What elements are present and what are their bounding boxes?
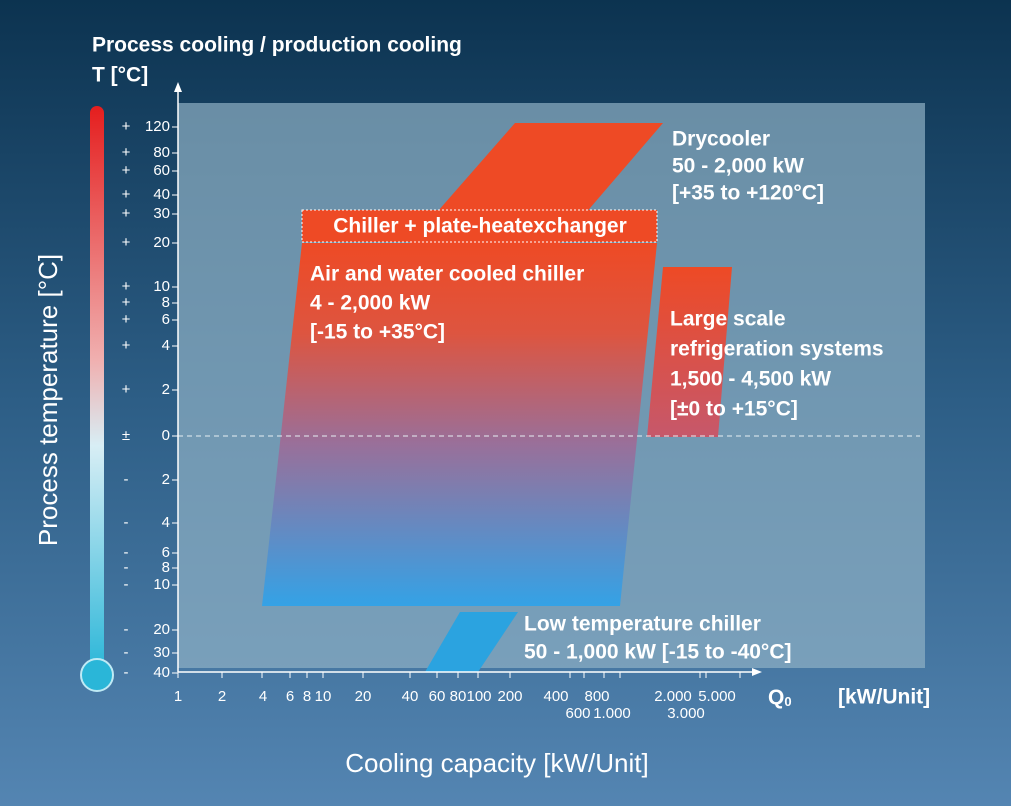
y-tick-sign: - — [124, 514, 129, 531]
chiller-label: Air and water cooled chiller — [310, 263, 584, 286]
y-tick-sign: + — [122, 118, 131, 135]
x-tick-label: 6 — [286, 688, 294, 705]
drycooler-label: 50 - 2,000 kW — [672, 155, 804, 178]
q-sub: 0 — [784, 694, 791, 709]
large-label: [±0 to +15°C] — [670, 398, 798, 421]
x-tick-label: 60 — [429, 688, 446, 705]
large-label: Large scale — [670, 308, 786, 331]
y-tick-sign: - — [124, 664, 129, 681]
y-tick-label: 2 — [162, 471, 170, 488]
chiller-region — [262, 243, 657, 606]
low-label: Low temperature chiller — [524, 613, 761, 636]
x-tick-label: 200 — [497, 688, 522, 705]
chiller-label: 4 - 2,000 kW — [310, 292, 430, 315]
x-tick-label: 3.000 — [667, 705, 705, 722]
x-tick-label: 20 — [355, 688, 372, 705]
x-tick-label: 2.000 — [654, 688, 692, 705]
q: Q — [768, 686, 784, 709]
y-tick-label: 8 — [162, 294, 170, 311]
plate-box — [301, 209, 658, 243]
y-tick-sign: + — [122, 144, 131, 161]
y-tick-sign: + — [122, 381, 131, 398]
low-label: 50 - 1,000 kW [-15 to -40°C] — [524, 641, 791, 664]
x-tick-label: 40 — [402, 688, 419, 705]
y-tick-label: 6 — [162, 311, 170, 328]
plate-label: Chiller + plate-heatexchanger — [333, 215, 627, 238]
y-tick-label: 30 — [153, 644, 170, 661]
unit: T [°C] — [92, 64, 148, 87]
y-tick-label: 40 — [153, 664, 170, 681]
y-tick-label: 10 — [153, 576, 170, 593]
y-axis-label: Process temperature [°C] — [33, 254, 63, 546]
y-tick-sign: + — [122, 278, 131, 295]
y-tick-label: 80 — [153, 144, 170, 161]
y-tick-label: 6 — [162, 544, 170, 561]
y-tick-sign: - — [124, 621, 129, 638]
y-tick-sign: + — [122, 234, 131, 251]
x-tick-label: 10 — [315, 688, 332, 705]
x-tick-label: 600 — [565, 705, 590, 722]
y-tick-label: 60 — [153, 162, 170, 179]
low-region — [425, 612, 518, 672]
y-tick-label: 120 — [145, 118, 170, 135]
y-tick-label: 20 — [153, 621, 170, 638]
y-tick-label: 40 — [153, 186, 170, 203]
y-tick-sign: + — [122, 205, 131, 222]
y-tick-label: 0 — [162, 427, 170, 444]
y-tick-label: 10 — [153, 278, 170, 295]
x-symbol: Q0 — [768, 686, 792, 710]
y-tick-sign: + — [122, 337, 131, 354]
thermometer — [90, 106, 104, 672]
y-tick-sign: + — [122, 186, 131, 203]
drycooler-label: [+35 to +120°C] — [672, 182, 824, 205]
y-tick-sign: - — [124, 544, 129, 561]
large-label: refrigeration systems — [670, 338, 884, 361]
y-arrow — [174, 82, 182, 92]
y-tick-sign: - — [124, 559, 129, 576]
x-tick-label: 2 — [218, 688, 226, 705]
x-axis-label: Cooling capacity [kW/Unit] — [345, 748, 648, 778]
y-tick-label: 8 — [162, 559, 170, 576]
y-tick-sign: - — [124, 576, 129, 593]
x-tick-label: 400 — [543, 688, 568, 705]
y-tick-label: 20 — [153, 234, 170, 251]
x-tick-label: 80 — [450, 688, 467, 705]
x-tick-label: 5.000 — [698, 688, 736, 705]
y-tick-label: 4 — [162, 337, 170, 354]
chiller-label: [-15 to +35°C] — [310, 321, 445, 344]
x-tick-label: 8 — [303, 688, 311, 705]
y-tick-sign: + — [122, 294, 131, 311]
drycooler-label: Drycooler — [672, 128, 770, 151]
large-region — [647, 267, 732, 437]
y-tick-sign: - — [124, 644, 129, 661]
y-tick-sign: + — [122, 162, 131, 179]
y-tick-sign: ± — [122, 427, 130, 444]
y-tick-sign: + — [122, 311, 131, 328]
x-tick-label: 800 — [584, 688, 609, 705]
y-tick-sign: - — [124, 471, 129, 488]
x-tick-label: 1.000 — [593, 705, 631, 722]
large-label: 1,500 - 4,500 kW — [670, 368, 831, 391]
x-unit: [kW/Unit] — [838, 686, 930, 709]
thermometer-bulb — [80, 658, 114, 692]
y-tick-label: 2 — [162, 381, 170, 398]
y-tick-label: 30 — [153, 205, 170, 222]
x-arrow — [752, 668, 762, 676]
x-tick-label: 1 — [174, 688, 182, 705]
x-tick-label: 4 — [259, 688, 267, 705]
title: Process cooling / production cooling — [92, 34, 462, 57]
x-tick-label: 100 — [466, 688, 491, 705]
y-tick-label: 4 — [162, 514, 170, 531]
